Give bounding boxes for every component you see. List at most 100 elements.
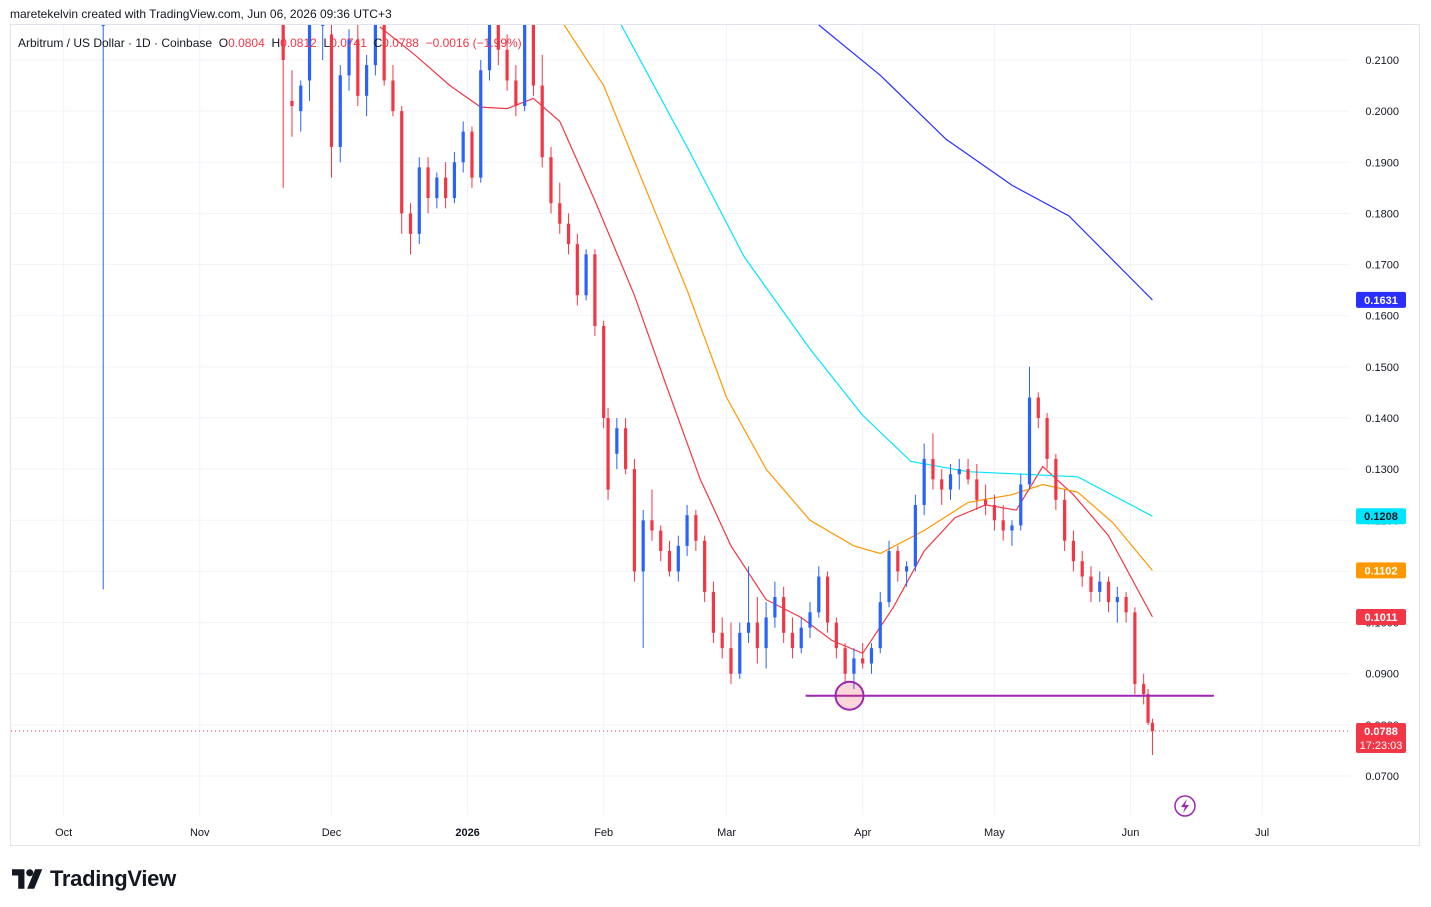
price-tag: 0.1102 <box>1356 562 1406 579</box>
candle <box>869 643 874 674</box>
candle <box>834 617 838 659</box>
candle <box>922 443 926 516</box>
ma-200-line <box>818 24 1153 301</box>
high-label: H <box>271 36 281 50</box>
price-tags: 0.1631 0.1208 0.1102 0.1011 0.0788 17:23:03 <box>1356 291 1406 753</box>
candle <box>347 29 351 91</box>
candle <box>825 571 830 633</box>
candle <box>444 162 448 209</box>
tradingview-logo[interactable]: TradingView <box>12 866 176 892</box>
close-value: 0.0788 <box>382 36 419 50</box>
candle <box>1150 718 1155 756</box>
candle <box>470 126 474 188</box>
candle <box>641 510 645 649</box>
time-tick-label: Feb <box>594 827 613 839</box>
highlight-circle[interactable] <box>834 680 865 711</box>
candle <box>1133 607 1137 695</box>
moving-averages <box>379 24 1153 655</box>
candle <box>703 535 707 603</box>
candle <box>487 25 492 81</box>
candle <box>685 504 689 557</box>
candle <box>984 484 988 516</box>
candle <box>299 80 303 132</box>
candle <box>356 25 360 107</box>
candle <box>992 494 996 531</box>
candle <box>782 586 786 644</box>
time-tick-label: 2026 <box>455 827 479 839</box>
candle <box>373 25 377 76</box>
candle <box>904 561 909 587</box>
candle <box>808 602 812 638</box>
price-axis: 0.2100 0.2000 0.1900 0.1800 0.1700 0.1600 0.15… <box>1365 55 1399 783</box>
price-tick-label: 0.1800 <box>1365 208 1399 220</box>
candle <box>1036 392 1040 429</box>
price-tick-label: 0.2100 <box>1365 55 1399 67</box>
candle <box>1019 474 1023 531</box>
time-tick-label: Dec <box>322 827 342 839</box>
candle <box>461 121 465 173</box>
candle <box>817 566 821 618</box>
time-axis: Oct Nov Dec 2026 Feb Mar Apr May Jun Jul <box>55 827 1269 839</box>
candle <box>615 418 619 470</box>
close-label: C <box>373 36 383 50</box>
time-tick-label: Nov <box>190 827 210 839</box>
time-tick-label: Jul <box>1255 827 1269 839</box>
candle <box>602 320 606 429</box>
candle <box>426 157 430 214</box>
candle <box>650 489 654 541</box>
candle <box>676 535 680 582</box>
candle <box>746 566 751 644</box>
ma-100-line <box>620 24 1153 517</box>
candle <box>593 249 597 337</box>
candle <box>531 25 536 96</box>
candle <box>321 25 325 60</box>
candle <box>720 617 724 659</box>
candle <box>1124 591 1128 623</box>
candle <box>940 469 944 505</box>
price-tag: 0.1208 <box>1356 508 1406 525</box>
bolt-icon[interactable] <box>1174 795 1196 817</box>
candle <box>1054 453 1058 511</box>
candle <box>711 581 716 644</box>
time-tick-label: Mar <box>717 827 736 839</box>
open-value: 0.0804 <box>228 36 265 50</box>
attribution-text: maretekelvin created with TradingView.co… <box>10 7 392 21</box>
candle <box>799 617 803 654</box>
time-tick-label: May <box>984 827 1005 839</box>
candle <box>479 60 483 183</box>
candle <box>624 418 628 475</box>
price-tag: 0.0788 17:23:03 <box>1356 722 1406 753</box>
candlesticks <box>101 25 1155 756</box>
candle <box>1142 673 1146 705</box>
candle <box>1146 689 1150 725</box>
candle <box>659 525 663 562</box>
price-tick-label: 0.1700 <box>1365 260 1399 272</box>
high-value: 0.0812 <box>280 36 317 50</box>
ma-20-line <box>379 26 1153 655</box>
candle <box>391 65 395 117</box>
candle <box>606 407 610 500</box>
candle <box>966 458 970 485</box>
candle <box>632 458 637 582</box>
low-value: 0.0741 <box>330 36 367 50</box>
candle <box>558 182 562 234</box>
candle <box>1115 586 1119 623</box>
candle <box>452 152 457 204</box>
candle <box>290 70 294 137</box>
candle <box>773 581 777 628</box>
price-tag: 0.1011 <box>1356 608 1406 625</box>
candle <box>1071 530 1076 572</box>
candle <box>1080 550 1084 587</box>
time-tick-label: Jun <box>1122 827 1140 839</box>
candle <box>523 25 527 112</box>
candle <box>694 510 698 551</box>
candle <box>496 25 500 66</box>
candle <box>365 54 369 117</box>
candle <box>1001 504 1005 541</box>
candle <box>338 65 342 163</box>
countdown-timer: 17:23:03 <box>1360 740 1403 752</box>
candle <box>1045 412 1049 470</box>
candle <box>382 25 386 86</box>
candle <box>738 622 742 679</box>
